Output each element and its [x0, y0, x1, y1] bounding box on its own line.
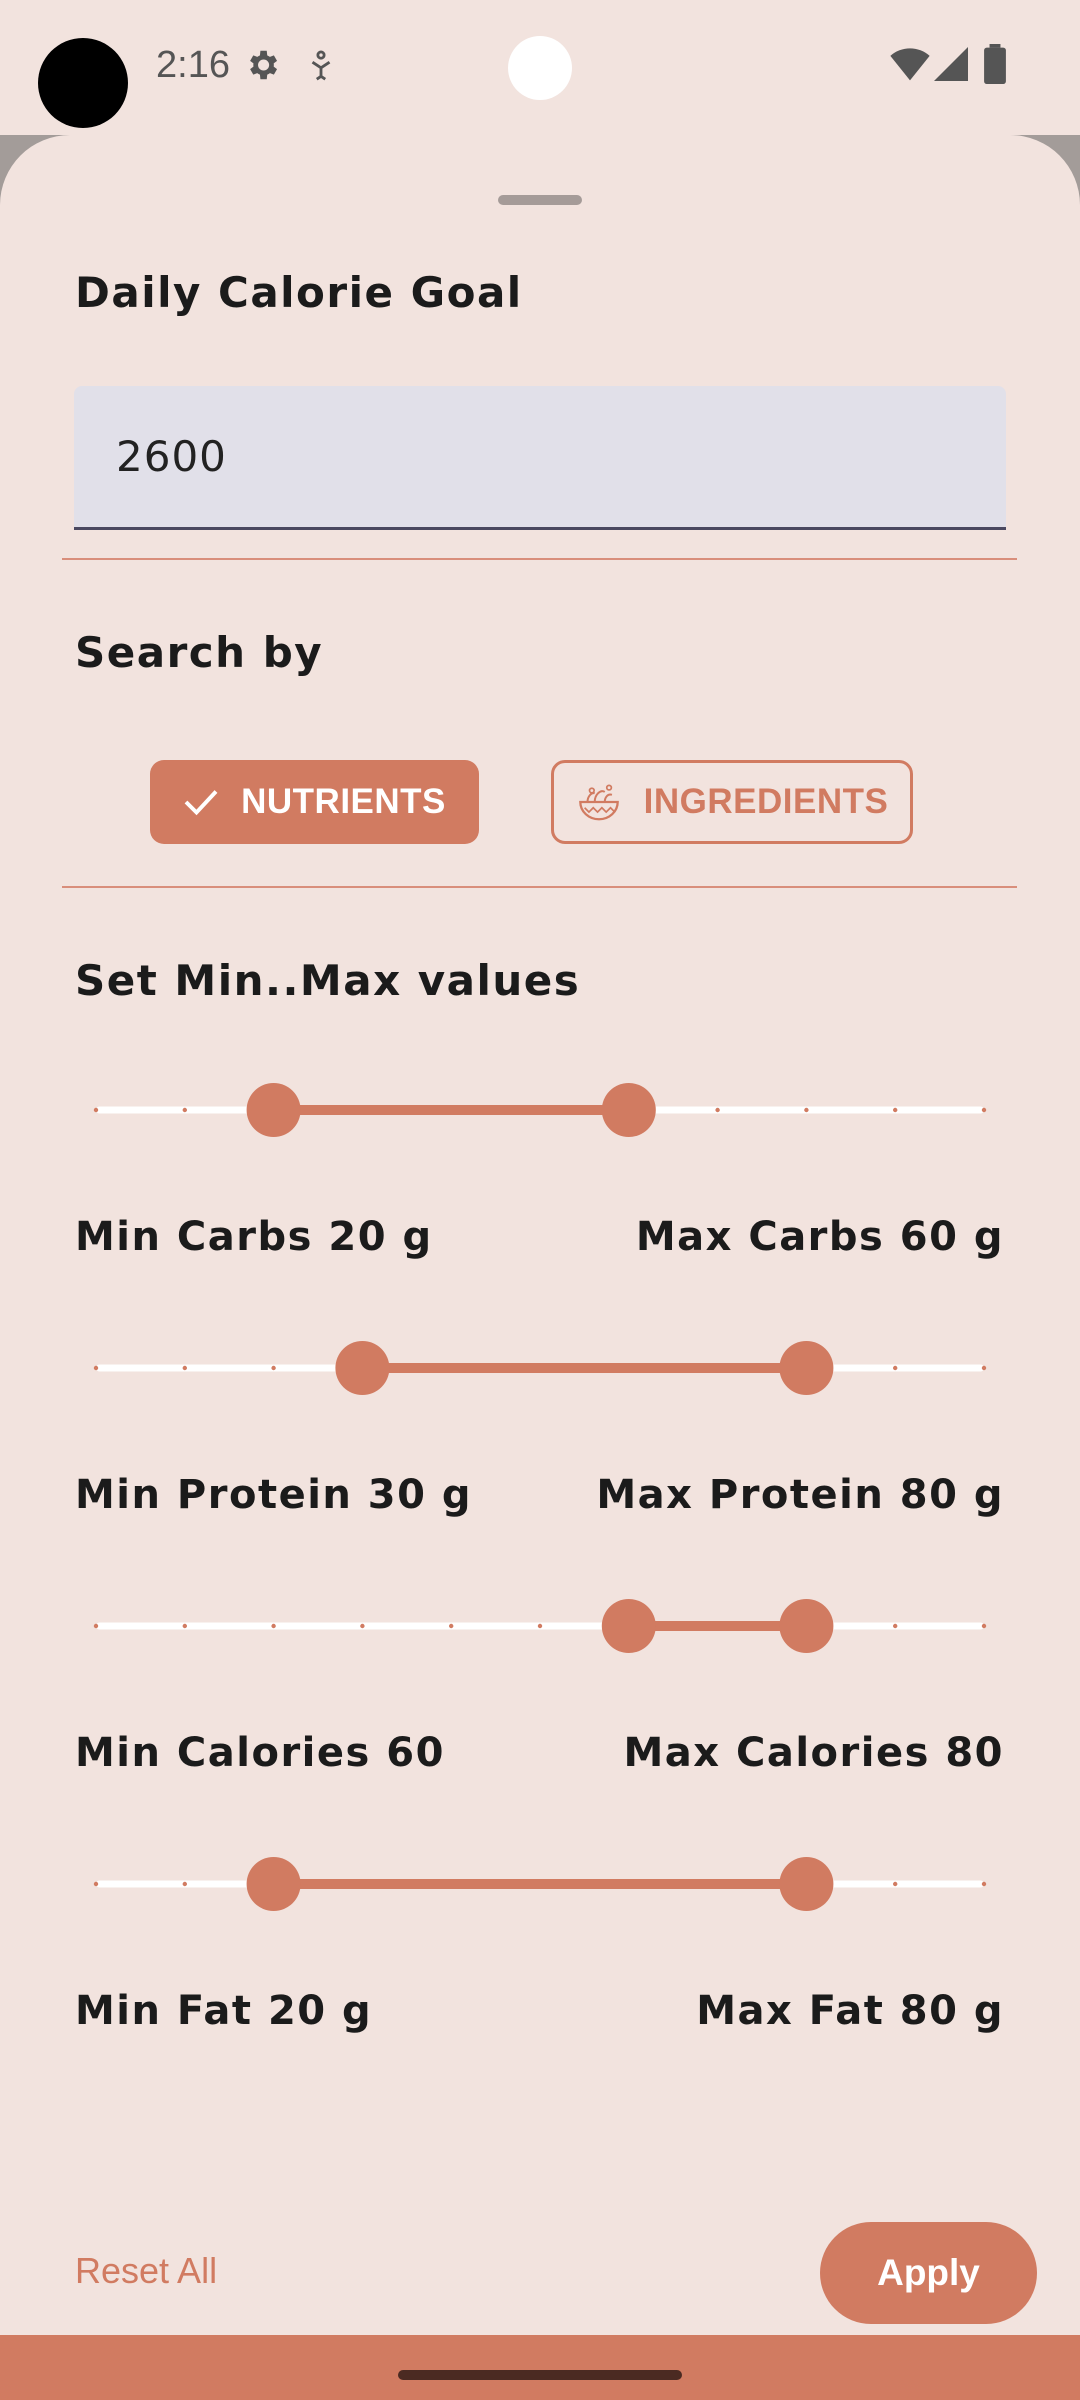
divider — [62, 886, 1017, 888]
calorie-goal-input[interactable]: 2600 — [74, 386, 1006, 530]
nutrients-chip-label: NUTRIENTS — [241, 782, 446, 821]
protein-tick-mark — [271, 1365, 276, 1371]
calories-tick-mark — [271, 1623, 276, 1629]
protein-active-track — [362, 1363, 807, 1373]
accessibility-icon — [304, 46, 338, 89]
calories-min-thumb[interactable] — [601, 1599, 656, 1653]
calories-active-track — [628, 1621, 807, 1631]
search-by-heading: Search by — [75, 628, 324, 677]
calories-range-slider[interactable] — [93, 1596, 987, 1656]
nutrients-chip[interactable]: NUTRIENTS — [150, 760, 479, 844]
bottom-sheet — [0, 135, 1080, 235]
fat-tick-mark — [893, 1881, 898, 1887]
max-protein-label: Max Protein 80 g — [596, 1472, 1004, 1518]
settings-icon — [243, 46, 281, 89]
drag-handle[interactable] — [498, 195, 582, 205]
ingredients-chip[interactable]: INGREDIENTS — [551, 760, 913, 844]
navigation-bar — [0, 2335, 1080, 2400]
calorie-goal-value[interactable]: 2600 — [116, 432, 227, 481]
check-icon — [183, 787, 241, 817]
max-fat-label: Max Fat 80 g — [696, 1988, 1004, 2034]
min-calories-label: Min Calories 60 — [75, 1730, 445, 1776]
reset-all-button[interactable]: Reset All — [75, 2250, 218, 2291]
fat-tick-mark — [182, 1881, 187, 1887]
fat-range-slider[interactable] — [93, 1854, 987, 1914]
carbs-tick-mark — [804, 1107, 809, 1113]
wifi-icon — [890, 46, 930, 87]
carbs-tick-mark — [93, 1107, 99, 1113]
calorie-goal-heading: Daily Calorie Goal — [75, 268, 523, 317]
fat-active-track — [273, 1879, 807, 1889]
home-gesture-handle[interactable] — [398, 2370, 682, 2380]
divider — [62, 558, 1017, 560]
apply-button[interactable]: Apply — [820, 2222, 1037, 2324]
signal-icon — [934, 46, 968, 87]
carbs-tick-mark — [715, 1107, 720, 1113]
protein-tick-mark — [182, 1365, 187, 1371]
calories-tick-mark — [981, 1623, 987, 1629]
fat-max-thumb[interactable] — [779, 1857, 834, 1911]
ingredients-chip-label: INGREDIENTS — [643, 782, 889, 821]
calories-tick-mark — [537, 1623, 543, 1629]
front-camera — [508, 36, 572, 100]
protein-slider-graphic — [93, 1341, 987, 1395]
status-bar: 2:16 — [0, 0, 1080, 135]
carbs-tick-mark — [981, 1107, 987, 1113]
min-max-heading: Set Min..Max values — [75, 956, 581, 1005]
camera-dot — [38, 38, 128, 128]
calories-tick-mark — [360, 1623, 365, 1629]
max-calories-label: Max Calories 80 — [623, 1730, 1004, 1776]
calories-tick-mark — [182, 1623, 187, 1629]
calories-tick-mark — [449, 1623, 454, 1629]
carbs-range-slider[interactable] — [93, 1080, 987, 1140]
protein-tick-mark — [893, 1365, 898, 1371]
calories-tick-mark — [93, 1623, 99, 1629]
calories-slider-graphic — [93, 1599, 987, 1653]
carbs-min-thumb[interactable] — [246, 1083, 301, 1137]
carbs-slider-graphic — [93, 1083, 987, 1137]
protein-min-thumb[interactable] — [335, 1341, 390, 1395]
min-fat-label: Min Fat 20 g — [75, 1988, 373, 2034]
min-carbs-label: Min Carbs 20 g — [75, 1214, 433, 1260]
fat-min-thumb[interactable] — [246, 1857, 301, 1911]
carbs-active-track — [273, 1105, 629, 1115]
fat-tick-mark — [93, 1881, 99, 1887]
protein-max-thumb[interactable] — [779, 1341, 834, 1395]
calories-tick-mark — [893, 1623, 898, 1629]
protein-tick-mark — [93, 1365, 99, 1371]
salad-bowl-icon — [576, 779, 644, 825]
protein-tick-mark — [981, 1365, 987, 1371]
calories-max-thumb[interactable] — [779, 1599, 834, 1653]
status-time: 2:16 — [156, 44, 230, 86]
protein-range-slider[interactable] — [93, 1338, 987, 1398]
fat-slider-graphic — [93, 1857, 987, 1911]
min-protein-label: Min Protein 30 g — [75, 1472, 473, 1518]
battery-icon — [984, 44, 1006, 89]
carbs-max-thumb[interactable] — [601, 1083, 656, 1137]
carbs-tick-mark — [893, 1107, 898, 1113]
max-carbs-label: Max Carbs 60 g — [635, 1214, 1004, 1260]
carbs-tick-mark — [182, 1107, 187, 1113]
fat-tick-mark — [981, 1881, 987, 1887]
